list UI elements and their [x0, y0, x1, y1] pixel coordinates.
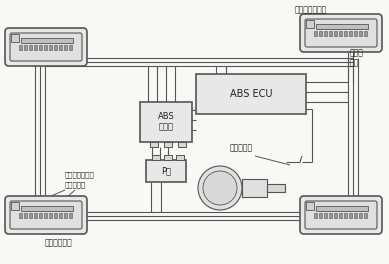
FancyBboxPatch shape [305, 19, 377, 47]
Text: 后轮转速传感器: 后轮转速传感器 [295, 6, 328, 15]
Bar [54, 213, 57, 218]
Bar [329, 31, 332, 36]
Bar [29, 213, 32, 218]
Bar [364, 31, 367, 36]
Bar [359, 31, 362, 36]
Text: 前轮转速传感器: 前轮转速传感器 [65, 172, 95, 178]
Bar [69, 213, 72, 218]
FancyBboxPatch shape [300, 196, 382, 234]
Bar [316, 206, 368, 211]
Bar [146, 160, 186, 182]
Bar [354, 31, 357, 36]
Bar [19, 213, 22, 218]
Bar [34, 213, 37, 218]
Bar [49, 213, 52, 218]
Bar [319, 31, 322, 36]
FancyBboxPatch shape [10, 33, 82, 61]
Bar [59, 213, 62, 218]
Text: ABS
执行器: ABS 执行器 [158, 112, 174, 132]
Bar [316, 24, 368, 29]
Bar [11, 34, 19, 42]
FancyBboxPatch shape [5, 196, 87, 234]
Text: P阀: P阀 [161, 167, 171, 176]
Bar [59, 45, 62, 50]
Bar [334, 31, 337, 36]
Bar [49, 45, 52, 50]
Bar [152, 155, 160, 160]
Bar [344, 213, 347, 218]
Bar [11, 202, 19, 210]
Bar [44, 45, 47, 50]
Bar [29, 45, 32, 50]
Bar [64, 45, 67, 50]
FancyBboxPatch shape [300, 14, 382, 52]
Bar [242, 179, 267, 197]
Text: 传感器转子: 传感器转子 [65, 182, 86, 188]
Bar [39, 213, 42, 218]
Bar [324, 31, 327, 36]
Bar [364, 213, 367, 218]
Bar [19, 45, 22, 50]
Bar [324, 213, 327, 218]
Bar [349, 31, 352, 36]
Text: 制动灯开关: 制动灯开关 [230, 144, 253, 153]
FancyBboxPatch shape [305, 201, 377, 229]
Bar [21, 38, 73, 43]
Bar [314, 213, 317, 218]
Text: 盘式制动分系: 盘式制动分系 [45, 238, 73, 248]
Bar [54, 45, 57, 50]
Bar [319, 213, 322, 218]
Text: 传感器
转子: 传感器 转子 [350, 48, 364, 68]
Bar [164, 142, 172, 147]
Bar [44, 213, 47, 218]
Bar [34, 45, 37, 50]
FancyBboxPatch shape [10, 201, 82, 229]
Bar [306, 20, 314, 28]
Circle shape [198, 166, 242, 210]
Bar [164, 155, 172, 160]
Text: ABS ECU: ABS ECU [230, 89, 272, 99]
Bar [140, 102, 192, 142]
Circle shape [203, 171, 237, 205]
Bar [69, 45, 72, 50]
Bar [334, 213, 337, 218]
Bar [21, 206, 73, 211]
Bar [339, 213, 342, 218]
Bar [354, 213, 357, 218]
Bar [24, 213, 27, 218]
Bar [306, 202, 314, 210]
Bar [64, 213, 67, 218]
Bar [176, 155, 184, 160]
Bar [349, 213, 352, 218]
Bar [196, 74, 306, 114]
Bar [314, 31, 317, 36]
Bar [24, 45, 27, 50]
Bar [344, 31, 347, 36]
Bar [359, 213, 362, 218]
Bar [178, 142, 186, 147]
Bar [150, 142, 158, 147]
FancyBboxPatch shape [5, 28, 87, 66]
Bar [39, 45, 42, 50]
Bar [339, 31, 342, 36]
Bar [267, 184, 285, 192]
Bar [329, 213, 332, 218]
